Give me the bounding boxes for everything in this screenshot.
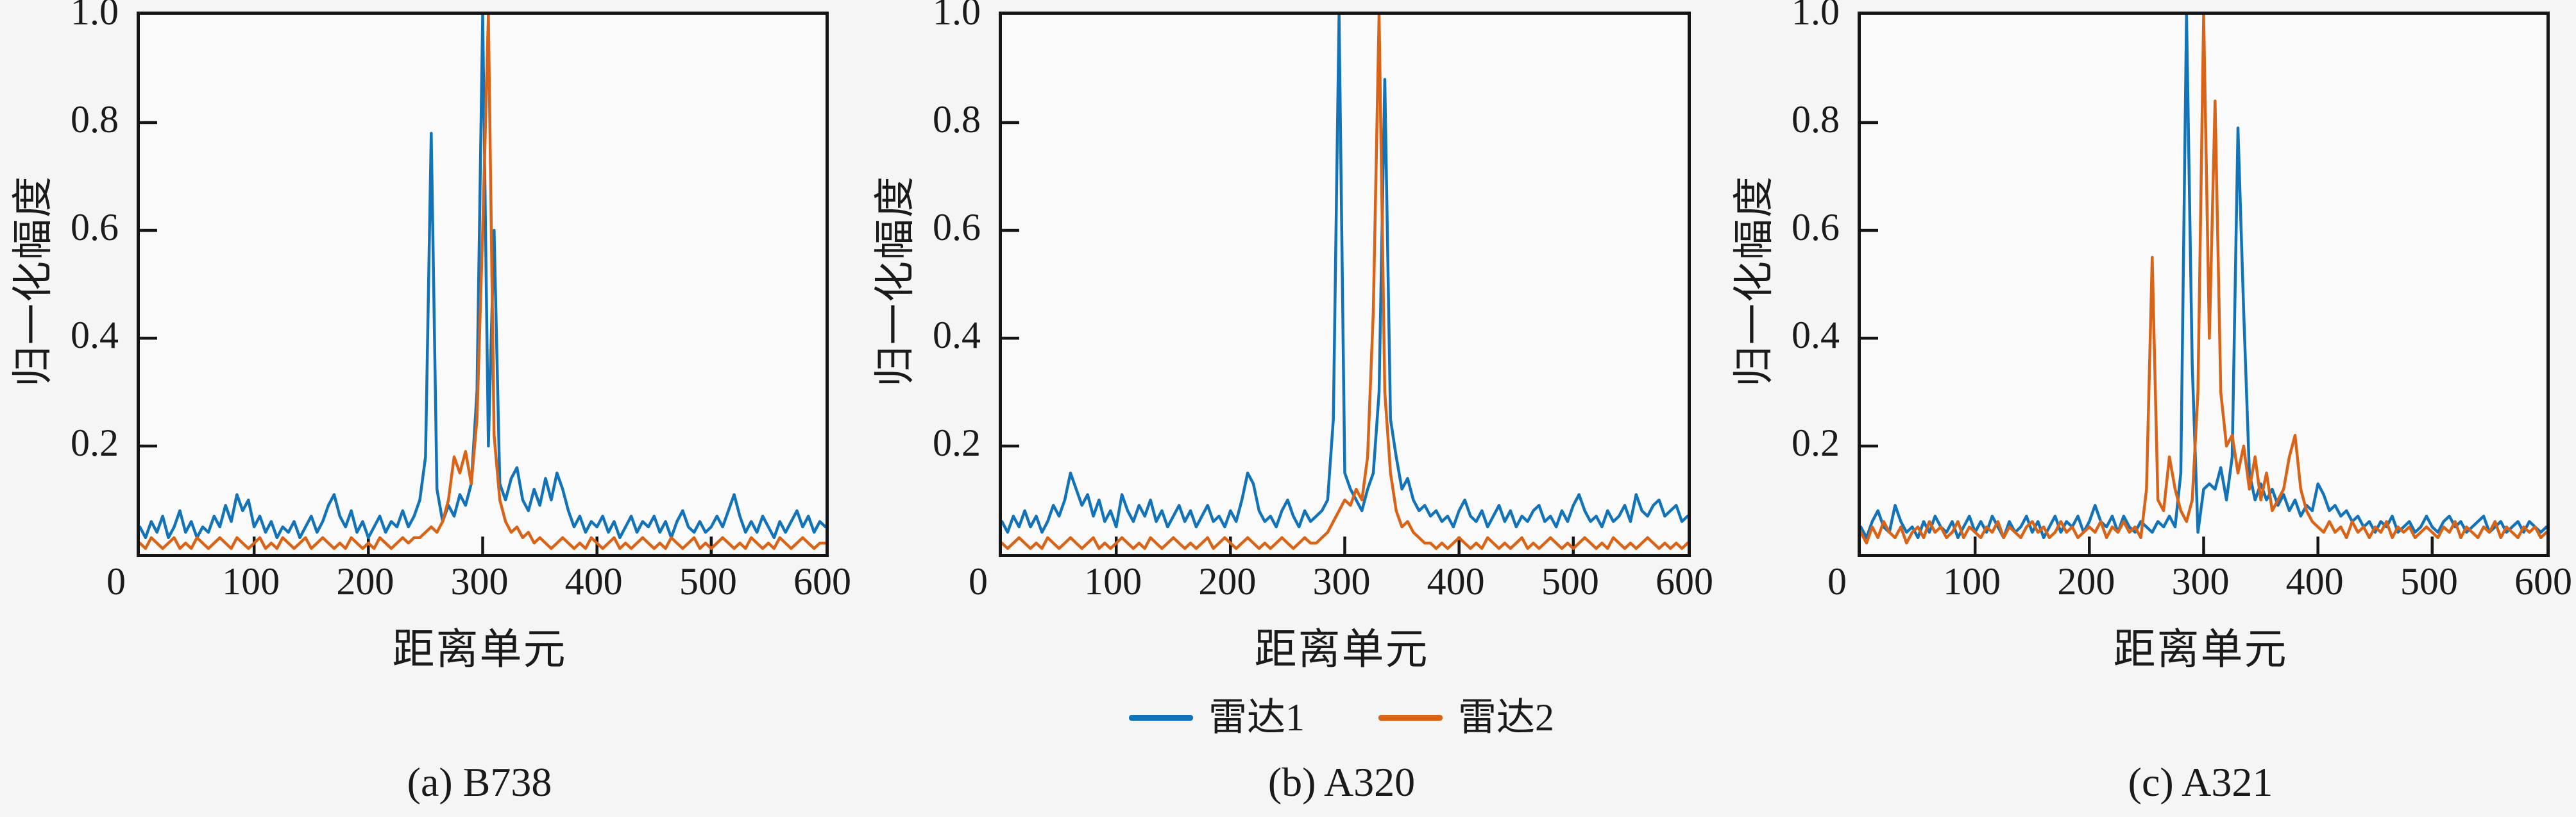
x-tick-label: 600 bbox=[1656, 560, 1713, 603]
y-tick-label: 1.0 bbox=[1792, 0, 1840, 33]
y-tick-label: 0.2 bbox=[71, 422, 119, 464]
legend-item-radar2: 雷达2 bbox=[1378, 697, 1554, 738]
plot-area bbox=[137, 12, 829, 557]
subplot-caption: (a) B738 bbox=[407, 759, 552, 805]
x-tick-label: 0 bbox=[106, 560, 126, 603]
plot-area bbox=[1858, 12, 2550, 557]
x-tick-label: 300 bbox=[2171, 560, 2230, 603]
x-axis-label: 距离单元 bbox=[2113, 626, 2288, 673]
x-tick-label: 500 bbox=[1541, 560, 1599, 603]
x-tick-label: 0 bbox=[969, 560, 988, 603]
subplot-caption: (c) A321 bbox=[2128, 759, 2273, 805]
x-tick-label: 200 bbox=[336, 560, 394, 603]
y-tick-label: 0.8 bbox=[71, 98, 119, 141]
y-tick-label: 0.8 bbox=[1792, 98, 1840, 141]
x-tick-label: 600 bbox=[2514, 560, 2572, 603]
x-tick-label: 200 bbox=[2057, 560, 2115, 603]
chart-a321: 归一化幅度 0.2 0.4 0.6 0.8 1.0 0 100 200 300 400 500 60… bbox=[1721, 0, 2576, 817]
x-tick-label: 400 bbox=[564, 560, 623, 603]
x-tick-label: 500 bbox=[679, 560, 737, 603]
x-axis-label: 距离单元 bbox=[392, 626, 567, 673]
radar1-line-swatch bbox=[1129, 714, 1193, 721]
x-tick-label: 600 bbox=[793, 560, 851, 603]
y-tick-label: 0.8 bbox=[933, 98, 981, 141]
chart-b738: 归一化幅度 0.2 0.4 0.6 0.8 1.0 0 100 200 300 400 500 60… bbox=[0, 0, 862, 817]
x-axis-label: 距离单元 bbox=[1254, 626, 1429, 673]
legend-label: 雷达1 bbox=[1208, 696, 1305, 739]
series-line-2 bbox=[1861, 15, 2546, 545]
y-tick-label: 0.2 bbox=[1792, 422, 1840, 464]
plot-canvas bbox=[1861, 15, 2546, 554]
x-tick-label: 0 bbox=[1827, 560, 1847, 603]
x-tick-label: 400 bbox=[1427, 560, 1485, 603]
y-tick-label: 1.0 bbox=[933, 0, 981, 33]
legend: 雷达1 雷达2 bbox=[999, 694, 1684, 741]
x-tick-label: 500 bbox=[2400, 560, 2458, 603]
series-line-1 bbox=[140, 15, 826, 540]
x-tick-label: 300 bbox=[450, 560, 509, 603]
plot-area bbox=[999, 12, 1691, 557]
legend-item-radar1: 雷达1 bbox=[1129, 697, 1305, 738]
series-line-2 bbox=[140, 15, 826, 550]
legend-label: 雷达2 bbox=[1458, 696, 1554, 739]
series-line-1 bbox=[1002, 15, 1688, 534]
y-tick-label: 0.6 bbox=[71, 206, 119, 248]
x-tick-label: 200 bbox=[1198, 560, 1257, 603]
x-tick-label: 100 bbox=[1084, 560, 1142, 603]
plot-canvas bbox=[1002, 15, 1688, 554]
y-tick-label: 0.6 bbox=[1792, 206, 1840, 248]
y-tick-label: 0.6 bbox=[933, 206, 981, 248]
y-tick-label: 1.0 bbox=[71, 0, 119, 33]
y-tick-label: 0.4 bbox=[1792, 314, 1840, 356]
chart-a320: 归一化幅度 0.2 0.4 0.6 0.8 1.0 0 100 200 300 400 500 60… bbox=[862, 0, 1724, 817]
subplot-caption: (b) A320 bbox=[1267, 759, 1416, 805]
y-tick-label: 0.4 bbox=[933, 314, 981, 356]
y-tick-label: 0.2 bbox=[933, 422, 981, 464]
y-tick-label: 0.4 bbox=[71, 314, 119, 356]
plot-canvas bbox=[140, 15, 826, 554]
x-tick-label: 100 bbox=[1943, 560, 2001, 603]
x-tick-label: 100 bbox=[222, 560, 280, 603]
radar2-line-swatch bbox=[1378, 714, 1443, 721]
series-line-2 bbox=[1002, 15, 1688, 550]
x-tick-label: 300 bbox=[1312, 560, 1371, 603]
x-tick-label: 400 bbox=[2285, 560, 2344, 603]
